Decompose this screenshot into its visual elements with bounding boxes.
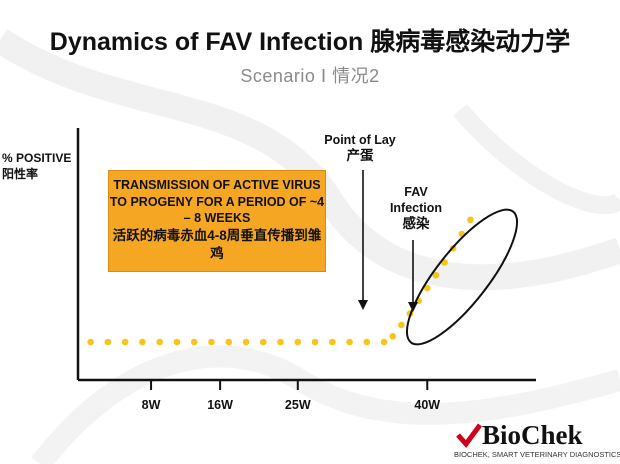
- data-point: [173, 338, 181, 346]
- data-point: [398, 321, 405, 329]
- page-title: Dynamics of FAV Infection 腺病毒感染动力学: [49, 28, 571, 56]
- y-axis-label-en: % POSITIVE: [2, 151, 72, 165]
- fav-infection-en: FAV Infection: [389, 185, 443, 215]
- data-point: [208, 338, 215, 346]
- y-axis-label: % POSITIVE 阳性率: [2, 150, 71, 182]
- point-of-lay-label: Point of Lay 产蛋: [310, 132, 410, 164]
- data-point: [329, 338, 336, 346]
- point-of-lay-arrowhead: [358, 300, 368, 310]
- fav-highlight-ellipse: [405, 208, 519, 346]
- data-point: [87, 338, 94, 346]
- page-subtitle: Scenario Ⅰ 情况2: [240, 66, 380, 86]
- x-tick-label: 25W: [284, 398, 311, 412]
- data-point: [432, 271, 440, 279]
- data-point: [277, 338, 284, 346]
- logo-brand: BioChek: [482, 420, 583, 450]
- checkmark-icon: [456, 423, 482, 448]
- data-point: [225, 338, 233, 346]
- data-point: [242, 338, 250, 346]
- data-point: [294, 338, 302, 346]
- fav-arrowhead: [408, 302, 418, 312]
- data-point: [139, 338, 146, 346]
- transmission-text-en: TRANSMISSION OF ACTIVE VIRUS TO PROGENY …: [109, 178, 325, 225]
- point-of-lay-cn: 产蛋: [346, 148, 374, 163]
- data-point: [190, 338, 198, 346]
- fav-infection-cn: 感染: [402, 216, 430, 231]
- logo-tagline: BIOCHEK, SMART VETERINARY DIAGNOSTICS: [454, 450, 620, 459]
- x-tick-label: 40W: [414, 398, 441, 412]
- data-point: [104, 338, 112, 346]
- data-point: [121, 338, 129, 346]
- data-point: [259, 338, 267, 346]
- data-point: [311, 338, 319, 346]
- transmission-callout: TRANSMISSION OF ACTIVE VIRUS TO PROGENY …: [108, 170, 326, 272]
- data-point: [363, 338, 371, 346]
- y-axis-label-cn: 阳性率: [2, 167, 39, 181]
- data-point: [156, 338, 163, 346]
- x-tick-label: 8W: [141, 398, 161, 412]
- fav-infection-label: FAV Infection 感染: [380, 184, 452, 232]
- biochek-logo: BioChek BIOCHEK, SMART VETERINARY DIAGNO…: [450, 418, 620, 464]
- x-tick-label: 16W: [207, 398, 233, 412]
- transmission-text-cn: 活跃的病毒赤血4-8周垂直传播到雏鸡: [112, 227, 322, 261]
- data-point: [389, 333, 397, 340]
- data-point: [467, 216, 474, 224]
- data-point: [423, 284, 431, 292]
- data-point: [380, 338, 388, 346]
- data-point: [346, 338, 353, 346]
- point-of-lay-en: Point of Lay: [324, 133, 396, 147]
